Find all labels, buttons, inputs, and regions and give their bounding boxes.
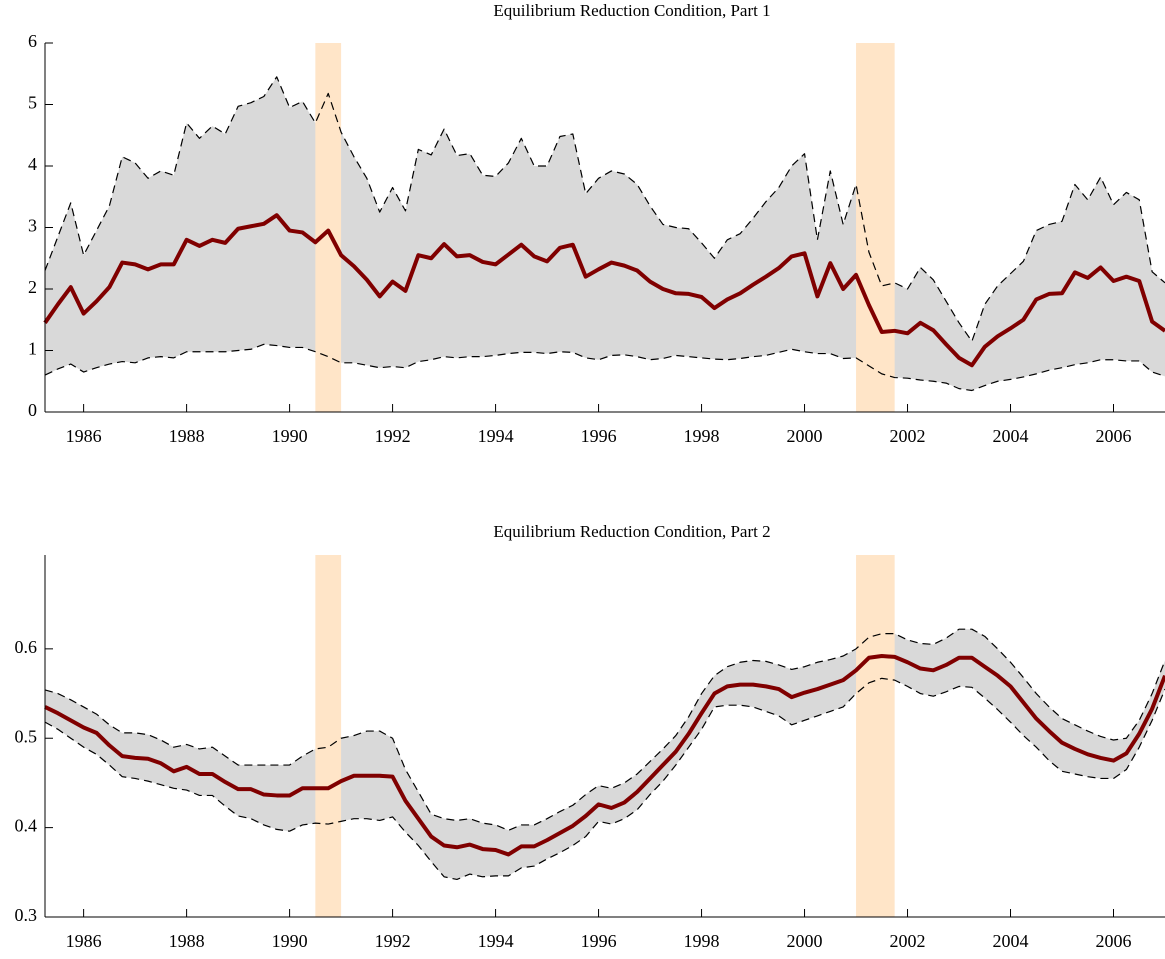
y-tick-label: 0.5 <box>15 726 38 746</box>
x-tick-label: 2002 <box>890 426 926 446</box>
bound-line <box>44 628 1165 831</box>
x-tick-label: 1994 <box>478 426 514 446</box>
y-tick-label: 0.6 <box>15 637 38 657</box>
x-tick-label: 2000 <box>787 426 823 446</box>
x-tick-label: 1998 <box>684 426 720 446</box>
y-tick-label: 6 <box>28 31 37 51</box>
x-tick-label: 2000 <box>787 931 823 951</box>
panel: Equilibrium Reduction Condition, Part 2 0… <box>15 522 1165 951</box>
x-tick-label: 1994 <box>478 931 514 951</box>
recession-shading <box>315 43 342 412</box>
x-tick-label: 1992 <box>375 426 411 446</box>
y-tick-label: 2 <box>28 277 37 297</box>
confidence-band <box>45 76 1165 391</box>
x-tick-label: 1998 <box>684 931 720 951</box>
bound-line <box>44 343 1165 392</box>
median-line <box>43 213 1165 368</box>
x-tick-label: 1990 <box>272 931 308 951</box>
bound-line <box>44 677 1165 881</box>
confidence-band <box>45 629 1165 880</box>
panel: Equilibrium Reduction Condition, Part 1 0… <box>28 1 1165 446</box>
x-tick-label: 2004 <box>993 931 1029 951</box>
bound-line <box>44 76 1165 342</box>
x-tick-label: 2006 <box>1096 931 1132 951</box>
chart-title: Equilibrium Reduction Condition, Part 2 <box>493 522 770 541</box>
x-tick-label: 2002 <box>890 931 926 951</box>
chart-title: Equilibrium Reduction Condition, Part 1 <box>493 1 770 20</box>
x-tick-label: 2004 <box>993 426 1029 446</box>
x-tick-label: 1990 <box>272 426 308 446</box>
x-tick-label: 1988 <box>169 931 205 951</box>
recession-shading <box>315 555 342 917</box>
y-tick-label: 1 <box>28 339 37 359</box>
x-tick-label: 1996 <box>581 931 617 951</box>
x-tick-label: 1988 <box>169 426 205 446</box>
x-tick-label: 2006 <box>1096 426 1132 446</box>
y-tick-label: 0.4 <box>15 816 38 836</box>
y-tick-label: 4 <box>28 154 37 174</box>
y-tick-label: 0 <box>28 400 37 420</box>
recession-shading <box>856 555 895 917</box>
median-line <box>44 654 1165 857</box>
y-tick-label: 3 <box>28 216 37 236</box>
y-tick-label: 0.3 <box>15 905 38 925</box>
x-tick-label: 1986 <box>66 426 102 446</box>
x-tick-label: 1986 <box>66 931 102 951</box>
x-tick-label: 1992 <box>375 931 411 951</box>
y-tick-label: 5 <box>28 93 37 113</box>
recession-shading <box>856 43 895 412</box>
x-tick-label: 1996 <box>581 426 617 446</box>
